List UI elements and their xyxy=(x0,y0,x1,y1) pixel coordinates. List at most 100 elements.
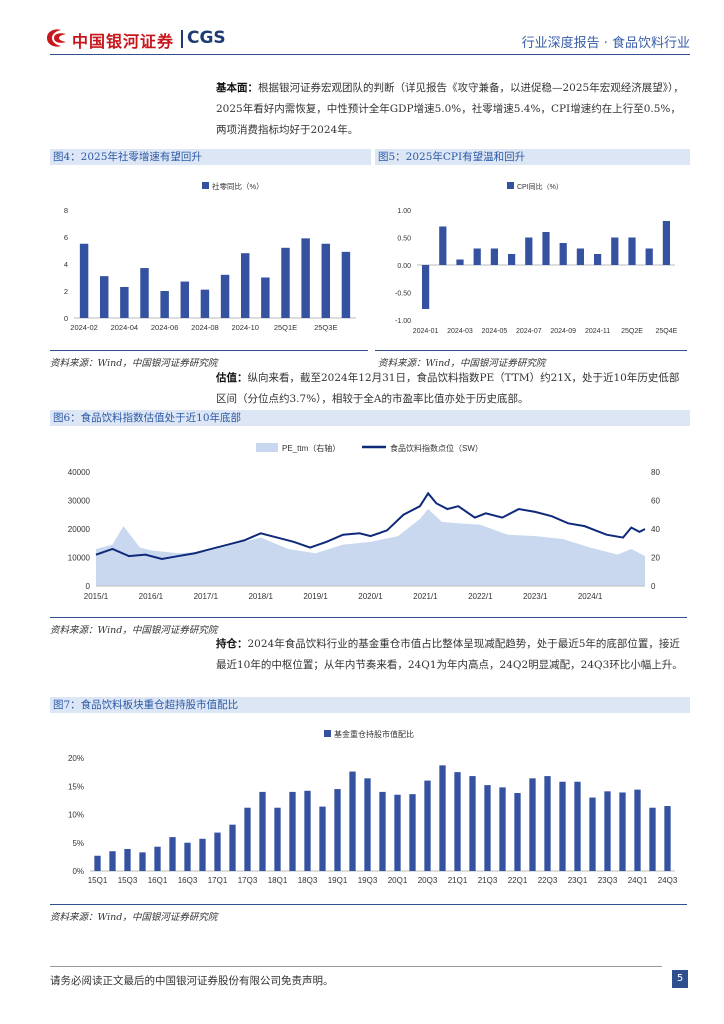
fig4-bar-25Q4E xyxy=(341,251,351,318)
header-rule xyxy=(50,54,690,55)
fig5-bar-2024-06 xyxy=(507,254,516,265)
fig7-xtick: 15Q1 xyxy=(88,876,108,885)
footer-disclaimer: 请务必阅读正文最后的中国银河证券股份有限公司免责声明。 xyxy=(50,975,334,987)
fig7-xtick: 16Q3 xyxy=(178,876,198,885)
footer-rule xyxy=(50,966,662,967)
fig7-bar-22Q4 xyxy=(559,781,566,871)
fig7-xtick: 16Q1 xyxy=(148,876,168,885)
fig7-xtick: 20Q3 xyxy=(418,876,438,885)
valuation-label: 估值： xyxy=(216,372,248,384)
fig4-bar-25Q1E xyxy=(281,247,290,318)
fig4-bar-2024-02 xyxy=(79,243,89,318)
fig6-right-ytick: 0 xyxy=(651,582,656,591)
fig6-left-ytick: 40000 xyxy=(68,468,91,477)
fig7-xtick: 22Q1 xyxy=(508,876,528,885)
fig7-bar-24Q2 xyxy=(649,807,656,871)
fig4-ytick: 4 xyxy=(64,260,68,269)
fig7-xtick: 21Q3 xyxy=(478,876,498,885)
fig5-ytick: 0.50 xyxy=(397,236,411,243)
fig7-bar-19Q3 xyxy=(364,778,371,871)
fig7-xtick: 23Q1 xyxy=(568,876,588,885)
fig5-xtick: 2024-07 xyxy=(516,328,542,335)
fig7-bar-18Q4 xyxy=(319,806,326,871)
fig5-ytick: -1.00 xyxy=(395,318,411,325)
fig5-bar-25Q1E xyxy=(611,237,619,265)
fig6-right-ytick: 80 xyxy=(651,468,660,477)
fig5-bar-25Q2E xyxy=(628,237,636,265)
fig7-bar-22Q2 xyxy=(529,778,536,871)
fig7-bar-20Q4 xyxy=(439,765,446,871)
fig7-xtick: 18Q3 xyxy=(298,876,318,885)
fig5-legend-label: CPI同比（%） xyxy=(517,182,563,191)
fig7-ytick: 0% xyxy=(72,867,84,876)
fig5-bar-2024-07 xyxy=(525,237,533,265)
page-number: 5 xyxy=(672,970,688,988)
fig7-xtick: 15Q3 xyxy=(118,876,138,885)
fundamentals-label: 基本面： xyxy=(216,82,258,94)
fig5-xtick: 2024-03 xyxy=(447,328,473,335)
fig5-xtick: 25Q4E xyxy=(656,328,678,335)
fig6-chart: PE_ttm（右轴） 食品饮料指数点位（SW） 0 10000 20000 30000 40… xyxy=(68,443,660,601)
fig7-bar-23Q1 xyxy=(574,781,581,871)
fig7-bar-16Q1 xyxy=(154,846,161,871)
fundamentals-text: 根据银河证券宏观团队的判断（详见报告《攻守兼备，以进促稳—2025年宏观经济展望… xyxy=(216,82,684,136)
fig7-ytick: 15% xyxy=(68,782,84,791)
fig7-bar-18Q3 xyxy=(304,790,311,871)
fig5-bar-2024-01 xyxy=(421,265,430,309)
holdings-paragraph: 持仓：2024年食品饮料行业的基金重仓市值占比整体呈现减配趋势，处于最近5年的底… xyxy=(216,634,688,676)
fig6-title: 图6：食品饮料指数估值处于近10年底部 xyxy=(50,410,690,426)
fig6-left-ytick: 0 xyxy=(86,582,91,591)
fig7-bar-18Q1 xyxy=(274,807,281,871)
fig5-bar-2024-08 xyxy=(542,232,550,265)
fig6-xtick: 2020/1 xyxy=(358,592,383,601)
fig4-legend-swatch xyxy=(202,182,209,189)
fig5-bar-25Q4E xyxy=(662,221,671,265)
fig5-bar-2024-02 xyxy=(439,226,447,265)
fig6-xtick: 2022/1 xyxy=(468,592,493,601)
fig4-bottom-rule xyxy=(50,350,368,351)
fig7-bottom-rule xyxy=(50,904,687,905)
fig5-bar-2024-03 xyxy=(456,259,464,265)
fig7-title: 图7：食品饮料板块重仓超持股市值配比 xyxy=(50,697,690,713)
fig6-xtick: 2019/1 xyxy=(303,592,328,601)
fig7-bar-16Q4 xyxy=(199,838,206,871)
fig7-chart: 基金重仓持股市值配比 0% 5% 10% 15% 20% 15Q1 15Q3 16Q1 16Q3 1… xyxy=(68,729,678,885)
fig7-ytick: 10% xyxy=(68,811,84,820)
fig6-left-ytick: 30000 xyxy=(68,497,91,506)
fig7-ytick: 5% xyxy=(72,839,84,848)
fig7-bar-15Q3 xyxy=(124,848,131,871)
fig4-xtick: 2024-08 xyxy=(191,323,219,332)
fig7-xtick: 17Q3 xyxy=(238,876,258,885)
fig7-bar-22Q1 xyxy=(514,793,521,871)
fig6-pe-area xyxy=(96,509,645,586)
fig4-bar-2024-06 xyxy=(160,291,169,318)
fig7-bar-21Q1 xyxy=(454,772,461,871)
fig5-bar-2024-09 xyxy=(559,243,567,265)
fig7-bar-19Q1 xyxy=(334,789,341,871)
valuation-text: 纵向来看，截至2024年12月31日，食品饮料指数PE（TTM）约21X，处于近… xyxy=(216,372,680,405)
fig4-bar-25Q2E xyxy=(301,238,310,318)
fig6-left-ytick: 10000 xyxy=(68,554,91,563)
fig4-bar-2024-07 xyxy=(180,281,190,318)
fig5-ytick: 1.00 xyxy=(397,208,411,215)
fig6-xtick: 2023/1 xyxy=(523,592,548,601)
fig4-xtick: 25Q3E xyxy=(314,323,337,332)
fig5-legend-swatch xyxy=(507,182,514,189)
fig4-ytick: 6 xyxy=(64,233,68,242)
fig7-xtick: 22Q3 xyxy=(538,876,558,885)
fig5-chart: CPI同比（%） -1.00 -0.50 0.00 0.50 1.00 2024-01 202… xyxy=(395,182,678,335)
fig7-bar-23Q2 xyxy=(589,797,596,871)
fig4-bar-2024-03 xyxy=(99,276,109,318)
fundamentals-paragraph: 基本面：根据银河证券宏观团队的判断（详见报告《攻守兼备，以进促稳—2025年宏观… xyxy=(216,78,688,141)
fig5-source: 资料来源：Wind，中国银河证券研究院 xyxy=(378,358,546,369)
fig7-xtick: 24Q3 xyxy=(658,876,678,885)
fig4-source: 资料来源：Wind，中国银河证券研究院 xyxy=(50,358,218,369)
fig7-xtick: 18Q1 xyxy=(268,876,288,885)
fig6-index-line xyxy=(95,491,646,560)
report-type: 行业深度报告 · 食品饮料行业 xyxy=(521,36,690,51)
fig7-bar-16Q3 xyxy=(184,842,191,871)
fig7-bar-24Q1 xyxy=(634,789,641,871)
fig5-xtick: 25Q2E xyxy=(621,328,643,335)
fig5-bar-2024-04 xyxy=(473,248,481,265)
fig7-xtick: 19Q1 xyxy=(328,876,348,885)
